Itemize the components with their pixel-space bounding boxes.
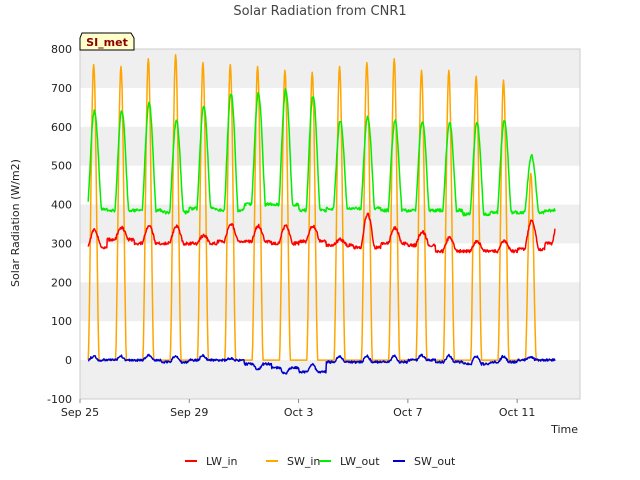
grid-band <box>80 49 580 88</box>
y-tick-label: 500 <box>51 160 72 173</box>
series-line-lw-out <box>87 88 556 217</box>
badge-shape <box>79 32 135 51</box>
x-tick-label: Oct 3 <box>284 406 314 419</box>
y-tick-label: 800 <box>51 43 72 56</box>
chart-title: Solar Radiation from CNR1 <box>233 4 406 19</box>
legend-label: SW_out <box>414 455 456 468</box>
series-line-sw-out <box>87 353 556 375</box>
grid-band <box>80 204 580 244</box>
x-axis-ticks: Sep 25 Sep 29 Oct 3 Oct 7 Oct 11 <box>61 399 536 419</box>
y-tick-label: -100 <box>47 393 72 406</box>
y-tick-label: 700 <box>51 82 72 95</box>
grid-band <box>80 126 580 166</box>
legend: LW_in SW_in LW_out SW_out <box>185 455 456 468</box>
legend-label: LW_in <box>206 455 238 468</box>
y-tick-label: 300 <box>51 237 72 250</box>
grid-bands <box>80 49 580 399</box>
badge-label: SI_met <box>86 36 128 49</box>
y-tick-label: 100 <box>51 315 72 328</box>
series-lines <box>87 54 556 375</box>
legend-label: SW_in <box>287 455 320 468</box>
series-line-lw-in <box>87 212 556 254</box>
site-badge: SI_met <box>79 32 135 51</box>
grid-band <box>80 282 580 322</box>
x-axis-label: Time <box>550 423 578 436</box>
y-tick-label: 200 <box>51 276 72 289</box>
x-tick-label: Sep 29 <box>170 406 208 419</box>
y-tick-label: 0 <box>65 354 72 367</box>
y-tick-label: 600 <box>51 121 72 134</box>
y-axis-label: Solar Radiation (W/m2) <box>9 159 22 287</box>
y-tick-label: 400 <box>51 199 72 212</box>
x-tick-label: Oct 7 <box>393 406 423 419</box>
legend-label: LW_out <box>340 455 380 468</box>
plot-area <box>79 48 581 400</box>
x-tick-label: Sep 25 <box>61 406 99 419</box>
y-axis-ticks: -100 0 100 200 300 400 500 600 700 800 <box>47 43 72 406</box>
x-tick-label: Oct 11 <box>499 406 536 419</box>
series-line-sw-in <box>87 54 556 361</box>
grid-band <box>80 360 580 399</box>
